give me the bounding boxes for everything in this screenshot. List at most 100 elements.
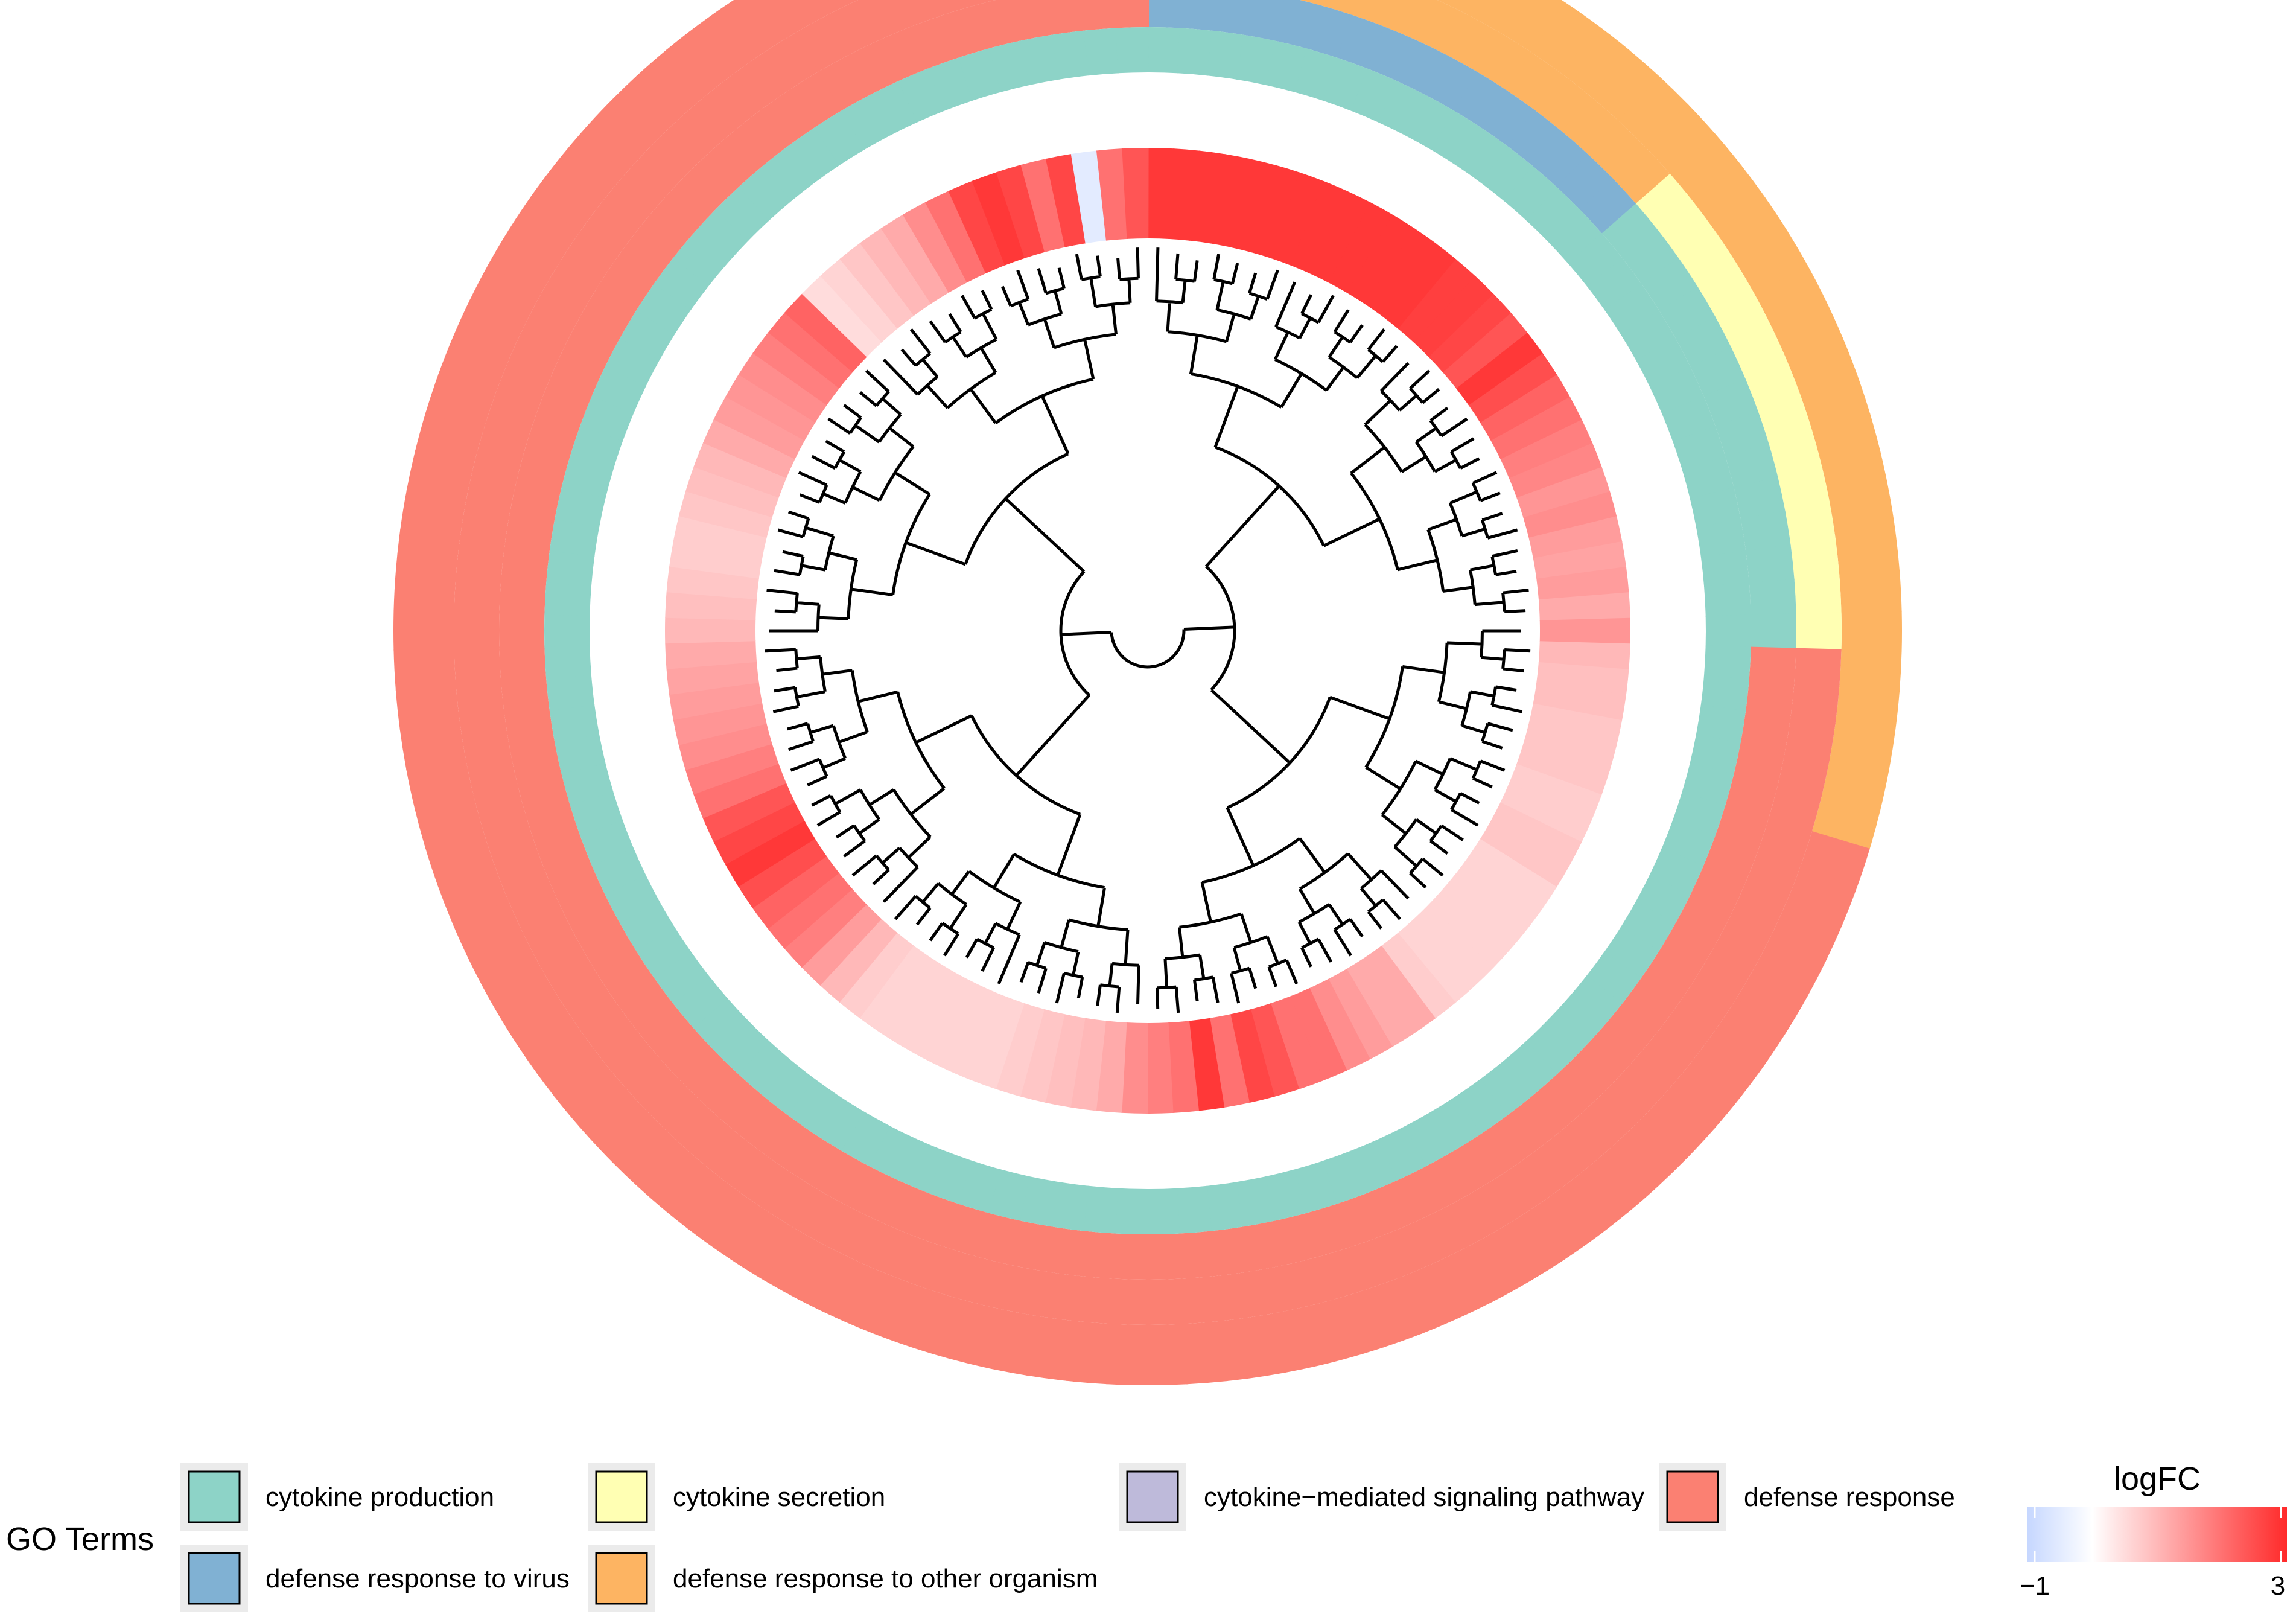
go-ring-3-cell (1111, 1233, 1148, 1280)
go-ring-3-cell (682, 1051, 739, 1108)
logfc-cell (784, 293, 868, 372)
go-ring-2-cell (1215, 1271, 1258, 1321)
go-ring-4-cell (1456, 127, 1509, 183)
go-ring-4-cell (1700, 550, 1749, 588)
go-ring-4-cell (1082, 1185, 1118, 1234)
go-ring-2-cell (1317, 1246, 1366, 1301)
go-ring-1-cell (487, 966, 560, 1032)
logfc-cell (666, 566, 759, 600)
go-ring-3-cell (733, 1094, 788, 1152)
go-ring-3-cell (1146, 1233, 1183, 1280)
go-ring-4-cell (1051, 30, 1090, 80)
go-ring-3-cell (789, 71, 843, 128)
go-ring-1-cell (1839, 570, 1902, 614)
go-ring-4-cell (1321, 1150, 1368, 1205)
logfc-cell (880, 214, 950, 304)
go-ring-4-cell (1236, 34, 1277, 86)
go-ring-4-cell (1050, 1181, 1089, 1231)
go-ring-4-cell (787, 127, 841, 183)
logfc-cell (1121, 1022, 1148, 1114)
go-ring-2-cell (650, 120, 709, 179)
go-ring-1-cell (1841, 610, 1902, 652)
go-ring-4-cell (591, 365, 646, 414)
go-ring-4-cell (1604, 284, 1660, 336)
go-legend-item: defense response (1659, 1463, 1955, 1531)
go-ring-2-cell (558, 974, 617, 1030)
go-ring-2-cell (1794, 575, 1842, 615)
legend-label: defense response to other organism (673, 1564, 1098, 1593)
go-ring-3-cell (564, 893, 620, 945)
go-ring-2-cell (1505, 1151, 1562, 1210)
logfc-colorbar (2027, 1507, 2287, 1562)
go-ring-4-cell (544, 644, 591, 679)
legend-swatch (188, 1552, 241, 1605)
go-ring-3-cell (1011, 0, 1053, 41)
go-ring-3-cell (1725, 443, 1778, 489)
logfc-cell (1490, 397, 1583, 460)
logfc-cell (1533, 683, 1626, 721)
go-ring-3-cell (1480, 1115, 1535, 1172)
go-ring-4-cell (762, 1059, 815, 1115)
logfc-cell (669, 540, 763, 579)
go-ring-1-cell (1433, 1246, 1496, 1319)
go-ring-4-cell (1431, 110, 1483, 167)
go-ring-2-cell (1758, 395, 1813, 445)
go-ring-3-cell (682, 153, 740, 210)
go-ring-4-cell (840, 1111, 891, 1167)
go-ring-3-cell (1178, 1231, 1217, 1279)
go-ring-2-cell (1785, 502, 1836, 546)
go-ring-3-cell (1506, 1095, 1562, 1153)
go-ring-1-cell (1293, 1300, 1346, 1369)
go-ring-3-cell (517, 442, 571, 488)
go-ring-4-cell (561, 762, 614, 805)
go-ring-2-cell (1768, 785, 1822, 833)
legend-swatch (1126, 1470, 1179, 1523)
go-ring-1-cell (1735, 230, 1808, 296)
logfc-cell (1442, 873, 1528, 950)
go-ring-2-cell (1777, 751, 1830, 797)
go-ring-1-cell (1466, 1228, 1531, 1301)
go-ring-1-cell (438, 336, 509, 395)
logfc-cell (1500, 419, 1593, 479)
go-ring-3-cell (658, 1027, 716, 1083)
go-ring-1-cell (406, 450, 474, 502)
logfc-cell (1250, 1003, 1300, 1097)
go-ring-2-cell (1796, 612, 1842, 651)
go-ring-4-cell (544, 613, 590, 647)
logfc-cell (1468, 838, 1557, 910)
logfc-cell (673, 703, 767, 745)
go-ring-4-cell (814, 110, 866, 166)
go-ring-1-cell (468, 933, 541, 997)
logfc-cell (1516, 467, 1611, 518)
go-ring-4-cell (988, 40, 1031, 92)
go-ring-2-cell (456, 537, 505, 579)
logfc-cell (1309, 191, 1372, 283)
go-ring-3-cell (616, 977, 673, 1032)
go-ring-2-cell (1611, 1057, 1670, 1116)
go-ring-4-cell (762, 145, 816, 201)
go-ring-3-cell (1659, 286, 1716, 340)
go-ring-4-cell (561, 455, 614, 499)
legend-label: cytokine production (266, 1482, 494, 1512)
logfc-cell (1490, 802, 1582, 866)
logfc-cell (783, 888, 867, 968)
go-ring-4-cell (693, 208, 749, 263)
logfc-cell (1364, 228, 1437, 317)
go-ring-4-cell (1547, 998, 1602, 1053)
logfc-cell (1020, 158, 1066, 252)
go-ring-3-cell (579, 922, 637, 975)
logfc-cell (1230, 1009, 1275, 1103)
go-ring-1-cell (415, 794, 483, 849)
go-ring-3-cell (1556, 1051, 1613, 1109)
logfc-cell (801, 275, 883, 357)
go-ring-1-cell (488, 229, 561, 295)
go-ring-1-cell (635, 1140, 705, 1212)
go-ring-3-cell (1210, 1226, 1251, 1277)
go-ring-2-cell (602, 172, 661, 231)
logfc-cell (1146, 1022, 1174, 1114)
go-legend-item: cytokine secretion (588, 1463, 885, 1531)
go-ring-4-cell (570, 791, 623, 836)
go-ring-4-cell (1526, 187, 1581, 243)
go-ring-2-cell (1731, 327, 1788, 380)
